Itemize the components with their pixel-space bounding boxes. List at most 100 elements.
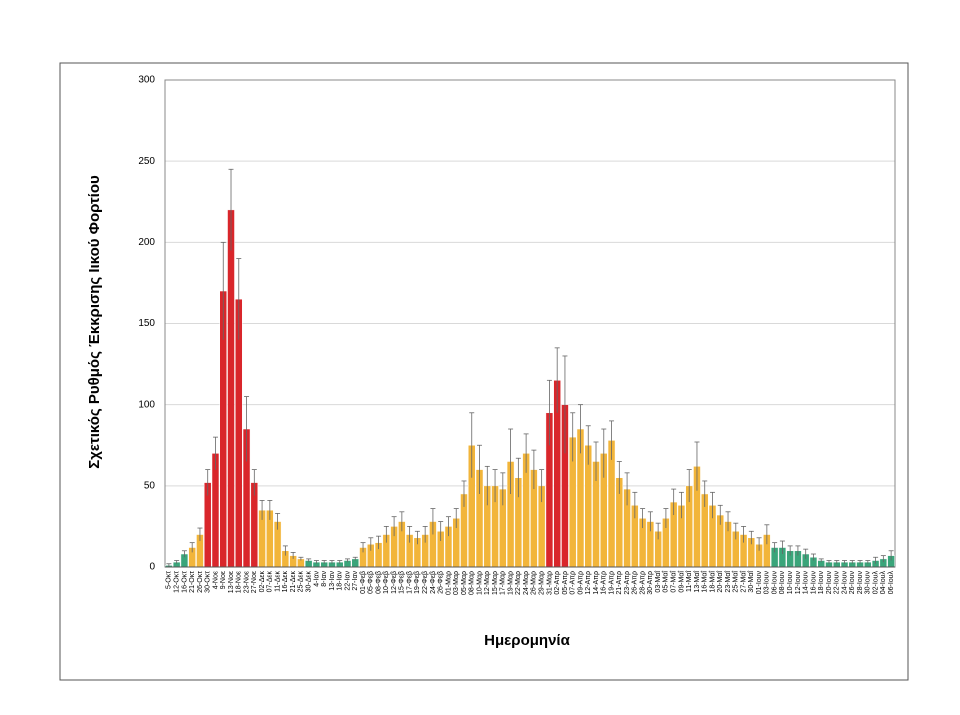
x-tick-label: 12-Ιουν [795, 571, 802, 595]
x-tick-label: 13-Ιαν [329, 571, 336, 591]
x-tick-label: 27-Νοε [251, 571, 258, 593]
y-tick-label: 100 [138, 399, 155, 410]
x-tick-label: 16-Απρ [601, 571, 608, 595]
x-tick-label: 08-Ιουν [779, 571, 786, 595]
x-tick-label: 12-Οκτ [173, 571, 180, 593]
x-tick-label: 23-Νοε [243, 571, 250, 593]
x-tick-label: 16-Δεκ [282, 571, 289, 593]
x-tick-label: 01-Μαρ [445, 571, 452, 595]
x-tick-label: 12-Φεβ [391, 571, 398, 594]
y-axis-title: Σχετικός Ρυθμός Έκκρισης Ιικού Φορτίου [86, 175, 103, 469]
bar [211, 453, 220, 568]
x-tick-label: 25-Δεκ [298, 571, 305, 593]
x-tick-label: 07-Μαΐ [670, 571, 678, 593]
x-tick-label: 24-Φεβ [430, 571, 437, 594]
x-tick-label: 22-Φεβ [422, 571, 429, 594]
x-tick-label: 10-Μαρ [476, 571, 483, 595]
x-tick-label: 02-Ιουλ [872, 571, 879, 595]
x-axis-title: Ημερομηνία [484, 632, 570, 649]
x-tick-label: 26-Μαρ [531, 571, 538, 595]
x-tick-label: 30-Απρ [647, 571, 654, 595]
x-tick-label: 23-Μαΐ [724, 571, 732, 593]
x-tick-label: 03-Μαΐ [654, 571, 662, 593]
x-tick-label: 25-Μαΐ [732, 571, 740, 593]
x-tick-label: 19-Απρ [608, 571, 615, 595]
y-tick-label: 150 [138, 318, 155, 329]
x-tick-label: 05-Μαΐ [662, 571, 670, 593]
x-tick-label: 02-Απρ [554, 571, 561, 595]
x-tick-label: 07-Δεκ [267, 571, 274, 593]
x-tick-label: 22-Ιουν [834, 571, 841, 595]
x-tick-label: 24-Μαρ [523, 571, 530, 595]
x-tick-label: 31-Μαρ [546, 571, 553, 595]
x-tick-label: 06-Ιουλ [888, 571, 895, 595]
x-tick-label: 18-Ιαν [337, 571, 344, 591]
x-tick-label: 18-Ιουν [818, 571, 825, 595]
x-tick-label: 03-Ιουν [764, 571, 771, 595]
x-tick-label: 24-Ιουν [841, 571, 848, 595]
x-tick-label: 12-Μαρ [484, 571, 491, 595]
x-tick-label: 19-Φεβ [414, 571, 421, 594]
x-tick-label: 13-Μαΐ [693, 571, 701, 593]
x-tick-label: 20-Ιουν [826, 571, 833, 595]
x-tick-label: 27-Μαΐ [739, 571, 747, 593]
x-tick-label: 02-Δεκ [259, 571, 266, 593]
x-tick-label: 12-Απρ [585, 571, 592, 595]
x-tick-label: 28-Ιουν [857, 571, 864, 595]
x-tick-label: 09-Απρ [577, 571, 584, 595]
x-tick-label: 11-Μαΐ [685, 571, 693, 592]
x-tick-label: 4-Ιαν [313, 571, 320, 587]
x-tick-label: 13-Νοε [228, 571, 235, 593]
x-tick-label: 10-Ιουν [787, 571, 794, 595]
x-tick-label: 14-Απρ [593, 571, 600, 595]
x-tick-label: 08-Φεβ [375, 571, 382, 594]
y-tick-label: 200 [138, 237, 155, 248]
x-tick-label: 26-Φεβ [438, 571, 445, 594]
x-tick-label: 15-Φεβ [399, 571, 406, 594]
x-tick-label: 01-Φεβ [360, 571, 367, 594]
x-tick-label: 20-Μαΐ [716, 571, 724, 593]
x-tick-label: 17-Φεβ [406, 571, 413, 594]
bar [227, 209, 235, 568]
x-tick-label: 8-Ιαν [321, 571, 328, 587]
x-tick-label: 4-Νοε [212, 571, 219, 589]
x-tick-label: 09-Μαΐ [677, 571, 685, 593]
x-tick-label: 18-Μαΐ [708, 571, 716, 593]
x-tick-label: 26-Ιουν [849, 571, 856, 595]
x-tick-label: 30-Μαΐ [747, 571, 755, 593]
x-tick-label: 26-Οκτ [197, 571, 204, 593]
x-tick-label: 17-Μαρ [500, 571, 507, 595]
x-tick-label: 11-Δεκ [274, 571, 281, 592]
x-tick-label: 21-Δεκ [290, 571, 297, 593]
x-tick-label: 22-Ιαν [344, 571, 351, 591]
x-tick-label: 30-Δεκ [306, 571, 313, 593]
x-tick-label: 21-Απρ [616, 571, 623, 595]
x-tick-label: 28-Απρ [639, 571, 646, 595]
x-tick-label: 05-Φεβ [368, 571, 375, 594]
x-tick-label: 01-Ιουν [756, 571, 763, 595]
y-tick-label: 0 [149, 562, 155, 573]
x-tick-label: 16-Μαΐ [701, 571, 709, 593]
y-tick-label: 250 [138, 156, 155, 167]
x-tick-label: 14-Ιουν [803, 571, 810, 595]
x-tick-label: 16-Οκτ [181, 571, 188, 593]
x-tick-label: 05-Μαρ [461, 571, 468, 595]
x-tick-label: 18-Νοε [236, 571, 243, 593]
x-tick-label: 30-Ιουν [865, 571, 872, 595]
x-tick-label: 23-Απρ [624, 571, 631, 595]
x-tick-label: 5-Οκτ [166, 571, 173, 589]
x-tick-label: 07-Απρ [570, 571, 577, 595]
x-tick-label: 19-Μαρ [507, 571, 514, 595]
y-tick-label: 300 [138, 75, 155, 86]
x-tick-label: 9-Νοε [220, 571, 227, 589]
x-tick-label: 15-Μαρ [492, 571, 499, 595]
x-tick-label: 21-Οκτ [189, 571, 196, 593]
x-tick-label: 26-Απρ [632, 571, 639, 595]
x-tick-label: 05-Απρ [562, 571, 569, 595]
x-tick-label: 06-Ιουν [771, 571, 778, 595]
x-tick-label: 10-Φεβ [383, 571, 390, 594]
x-tick-label: 30-Οκτ [205, 571, 212, 593]
x-tick-label: 08-Μαρ [469, 571, 476, 595]
x-tick-label: 03-Μαρ [453, 571, 460, 595]
